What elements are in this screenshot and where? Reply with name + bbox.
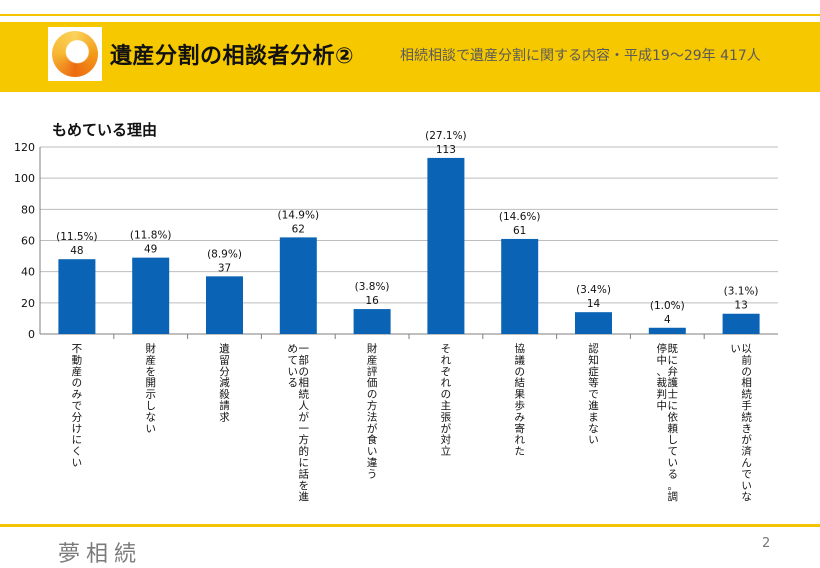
value-label: 14 (587, 298, 601, 310)
category-label: 財産を開示しない (145, 342, 156, 435)
percent-label: (3.4%) (576, 284, 611, 296)
percent-label: (3.8%) (355, 281, 390, 293)
value-label: 62 (292, 223, 305, 235)
percent-label: (14.9%) (278, 209, 320, 221)
percent-label: (14.6%) (499, 211, 541, 223)
bar (132, 257, 170, 334)
bar (206, 276, 243, 334)
y-tick-label: 60 (21, 235, 35, 248)
percent-label: (8.9%) (207, 248, 242, 260)
value-label: 37 (218, 262, 231, 274)
category-label: 以前の相続手続きが済んでいない (730, 343, 752, 503)
y-tick-label: 120 (14, 141, 35, 154)
value-label: 4 (664, 314, 671, 326)
value-label: 13 (734, 300, 747, 312)
header-band (0, 22, 820, 92)
bar (58, 259, 96, 334)
percent-label: (11.8%) (130, 230, 172, 242)
category-label: 不動産のみで分けにくい (72, 343, 83, 469)
bar (279, 237, 317, 334)
percent-label: (11.5%) (56, 231, 98, 243)
value-label: 61 (513, 225, 526, 237)
bar (575, 312, 612, 334)
category-label: それぞれの主張が対立 (441, 343, 452, 458)
bar (722, 313, 760, 334)
category-label: 一部の相続人が一方的に話を進めている (288, 343, 310, 503)
percent-label: (3.1%) (724, 286, 759, 298)
company-logo (48, 27, 102, 81)
category-label: 財産評価の方法が食い違う (367, 342, 378, 480)
footer-logo: 夢相続 (58, 542, 143, 567)
value-label: 16 (365, 295, 379, 307)
footer-line (0, 524, 820, 527)
value-label: 49 (144, 244, 157, 256)
y-tick-label: 80 (21, 203, 35, 216)
bar (648, 327, 686, 334)
chart-title: もめている理由 (52, 121, 157, 139)
bar (427, 157, 465, 334)
y-tick-label: 40 (21, 266, 35, 279)
page-number: 2 (762, 536, 771, 551)
y-tick-label: 0 (28, 328, 35, 341)
bar (353, 309, 391, 334)
category-label: 既に弁護士に依頼している。調停中、裁判中 (657, 342, 679, 503)
y-tick-label: 20 (21, 297, 35, 310)
ring-logo-icon (52, 31, 98, 77)
category-label: 協議の結果歩み寄れた (514, 342, 525, 458)
page-title: 遺産分割の相談者分析② (110, 44, 355, 69)
page-subtitle: 相続相談で遺産分割に関する内容・平成19～29年 417人 (400, 48, 761, 64)
category-label: 遺留分減殺請求 (219, 342, 230, 423)
value-label: 113 (436, 144, 456, 156)
percent-label: (1.0%) (650, 300, 685, 312)
y-tick-label: 100 (14, 172, 35, 185)
percent-label: (27.1%) (425, 130, 467, 142)
header-top-line (0, 14, 820, 16)
bar (501, 238, 539, 334)
category-label: 認知症等で進まない (588, 342, 599, 446)
value-label: 48 (70, 245, 83, 257)
